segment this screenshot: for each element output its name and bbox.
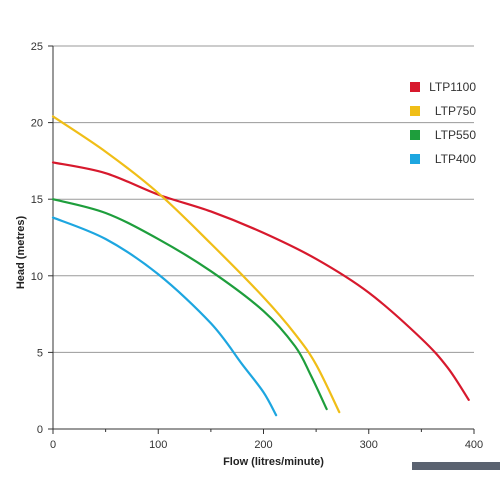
y-tick-label: 10 xyxy=(31,271,43,283)
legend-swatch-ltp400 xyxy=(410,154,420,164)
legend-swatch-ltp750 xyxy=(410,106,420,116)
y-axis-title: Head (metres) xyxy=(15,215,27,289)
x-tick-label: 300 xyxy=(360,439,378,451)
corner-watermark-strip xyxy=(412,462,500,470)
series-line-ltp750 xyxy=(51,115,341,414)
legend: LTP1100 LTP750 LTP550 LTP400 xyxy=(410,80,476,166)
x-tick-label: 100 xyxy=(149,439,167,451)
grid-lines xyxy=(53,45,474,353)
legend-swatch-ltp550 xyxy=(410,130,420,140)
series-line-ltp400 xyxy=(51,216,278,417)
x-tick-labels: 0 100 200 300 400 xyxy=(50,429,483,451)
y-tick-label: 0 xyxy=(37,424,43,436)
y-tick-label: 15 xyxy=(31,194,43,206)
series-line-ltp1100 xyxy=(51,161,470,401)
x-tick-label: 200 xyxy=(254,439,272,451)
x-tick-label: 400 xyxy=(465,439,483,451)
x-tick-label: 0 xyxy=(50,439,56,451)
y-tick-labels: 0 5 10 15 20 25 xyxy=(31,41,53,436)
legend-label-ltp550: LTP550 xyxy=(435,128,476,142)
series-line-ltp550 xyxy=(51,198,328,411)
legend-swatch-ltp1100 xyxy=(410,82,420,92)
legend-label-ltp1100: LTP1100 xyxy=(429,80,476,94)
y-tick-label: 5 xyxy=(37,347,43,359)
x-axis-title: Flow (litres/minute) xyxy=(223,456,324,468)
series-lines xyxy=(51,115,470,417)
axes xyxy=(52,46,474,430)
y-tick-label: 25 xyxy=(31,41,43,53)
y-tick-label: 20 xyxy=(31,118,43,130)
legend-label-ltp750: LTP750 xyxy=(435,104,476,118)
legend-label-ltp400: LTP400 xyxy=(435,152,476,166)
